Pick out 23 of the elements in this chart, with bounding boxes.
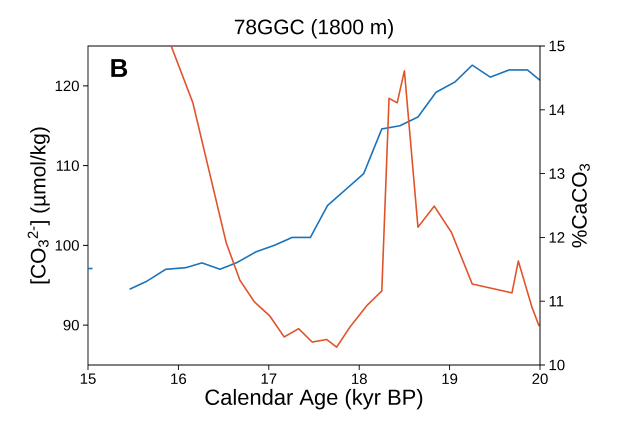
y2-tick-label: 13 [550, 168, 564, 179]
x-axis-title: Calendar Age (kyr BP) [205, 388, 422, 410]
line-series [170, 46, 540, 348]
x-tick-label: 15 [80, 374, 96, 384]
y2-tick-label: 15 [550, 40, 564, 52]
y-tick-label: 110 [56, 160, 79, 171]
x-tick-label: 17 [262, 374, 276, 384]
y-tick-label: 120 [56, 80, 79, 92]
y-axis-title: [CO$_{3}$$^{2-}$] (µmol/kg) [28, 128, 50, 284]
y2-tick-label: 14 [550, 104, 565, 115]
y2-tick-label: 12 [550, 232, 564, 243]
annotation: B [111, 59, 128, 77]
line-series [128, 64, 540, 290]
x-tick-label: 20 [532, 374, 548, 384]
y-tick-label: 100 [56, 240, 79, 251]
y2-tick-label: 10 [550, 360, 565, 370]
y-tick-label: 90 [64, 320, 79, 330]
x-tick-label: 19 [442, 374, 458, 384]
y2-axis-title: %CaCO$_{3}$ [572, 164, 590, 248]
x-tick-label: 18 [352, 374, 367, 384]
y2-tick-label: 11 [550, 296, 564, 306]
x-tick-label: 16 [171, 374, 186, 384]
chart-title: 78GGC (1800 m) [234, 19, 393, 38]
